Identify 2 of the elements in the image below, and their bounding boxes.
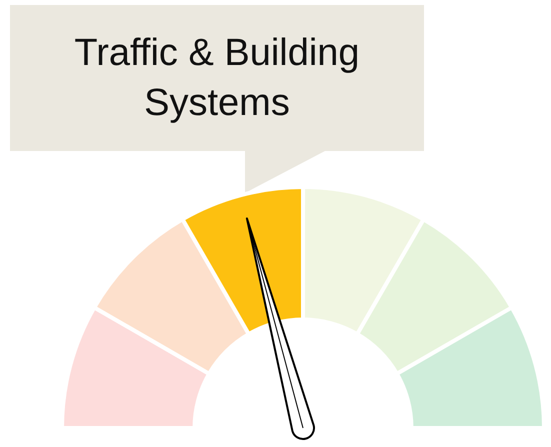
slice-label: Traffic & Building Systems [73, 31, 361, 126]
callout-box: Traffic & Building Systems [10, 5, 424, 151]
